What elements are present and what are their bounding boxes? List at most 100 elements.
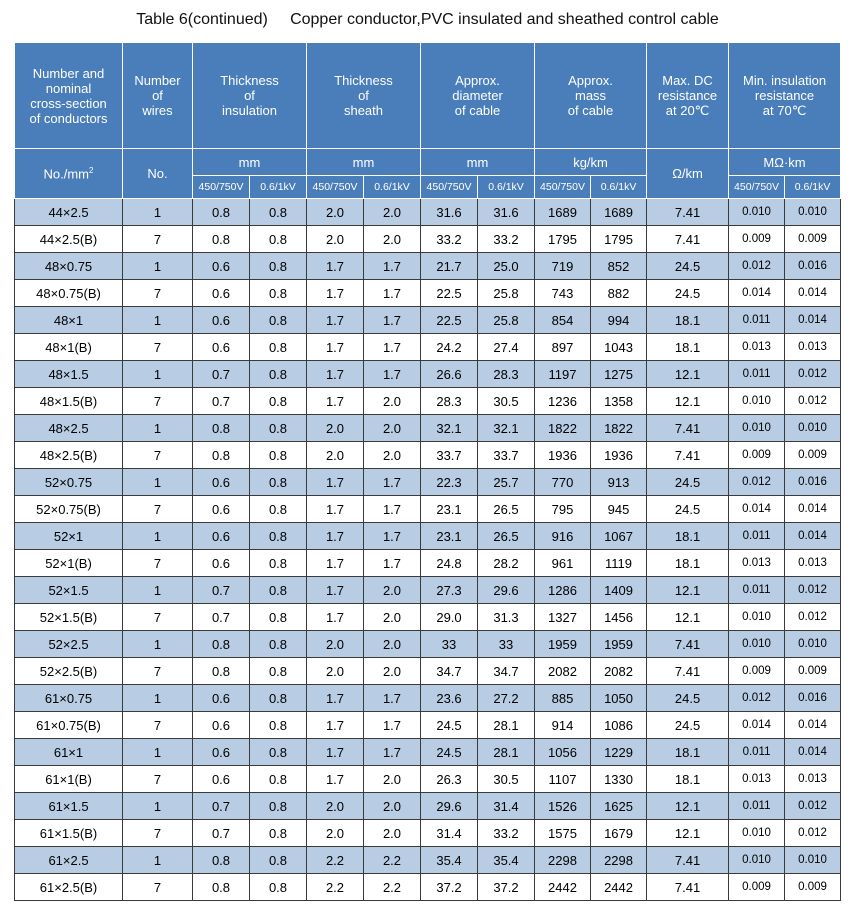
cell-wire-count: 7 — [122, 711, 193, 739]
cell-insulation-resistance-450-750: 0.009 — [728, 657, 786, 685]
cell-sheath-0-6-1kv: 2.2 — [363, 846, 421, 874]
cell-conductor-size: 48×0.75 — [14, 252, 123, 280]
header-line: Thickness — [220, 73, 279, 88]
cell-mass-0-6-1kv: 1959 — [590, 630, 648, 658]
cell-insulation-resistance-450-750: 0.010 — [728, 819, 786, 847]
cell-conductor-size: 61×1 — [14, 738, 123, 766]
cell-sheath-450-750: 1.7 — [306, 684, 364, 712]
cell-insulation-resistance-0-6-1kv: 0.013 — [784, 549, 842, 577]
cell-wire-count: 7 — [122, 387, 193, 415]
cell-insulation-450-750: 0.7 — [192, 360, 250, 388]
cell-diameter-450-750: 26.6 — [420, 360, 478, 388]
cell-diameter-0-6-1kv: 34.7 — [476, 657, 536, 685]
cell-sheath-0-6-1kv: 1.7 — [363, 711, 421, 739]
cell-sheath-0-6-1kv: 2.0 — [363, 387, 421, 415]
header-line: nominal — [45, 80, 92, 96]
unit-insulation-resistance: MΩ·km — [728, 148, 842, 176]
header-line: diameter — [452, 88, 503, 103]
cell-mass-450-750: 916 — [534, 522, 592, 550]
table-header: Number and nominal cross-section of cond… — [14, 42, 842, 199]
header-cable-mass: Approx. mass of cable — [534, 42, 648, 149]
voltage-0-6-1kv: 0.6/1kV — [784, 175, 842, 199]
header-line: resistance — [754, 88, 815, 103]
cell-diameter-450-750: 24.2 — [420, 333, 478, 361]
unit-resistance: Ω/km — [646, 148, 730, 199]
cell-diameter-0-6-1kv: 28.3 — [476, 360, 536, 388]
cell-conductor-size: 61×0.75(B) — [14, 711, 123, 739]
cell-insulation-resistance-450-750: 0.011 — [728, 306, 786, 334]
cell-diameter-450-750: 22.5 — [420, 279, 478, 307]
cell-mass-450-750: 1526 — [534, 792, 592, 820]
cell-dc-resistance: 12.1 — [646, 387, 730, 415]
unit-diameter: mm — [419, 148, 536, 176]
cell-wire-count: 1 — [122, 522, 193, 550]
cell-mass-0-6-1kv: 2298 — [590, 846, 648, 874]
header-line: cross-section — [30, 95, 107, 111]
cell-wire-count: 1 — [122, 630, 193, 658]
cell-wire-count: 1 — [122, 252, 193, 280]
cell-insulation-0-6-1kv: 0.8 — [249, 819, 307, 847]
cell-diameter-450-750: 24.5 — [420, 711, 478, 739]
cell-conductor-size: 48×1(B) — [14, 333, 123, 361]
cell-diameter-0-6-1kv: 26.5 — [476, 522, 536, 550]
table-row: 48×0.75(B) 7 0.6 0.8 1.7 1.7 22.5 25.8 743 882 24.… — [14, 279, 842, 307]
cell-mass-0-6-1kv: 1229 — [590, 738, 648, 766]
cell-sheath-0-6-1kv: 2.0 — [363, 630, 421, 658]
cell-insulation-0-6-1kv: 0.8 — [249, 873, 307, 901]
cell-sheath-450-750: 1.7 — [306, 279, 364, 307]
cell-insulation-resistance-450-750: 0.012 — [728, 684, 786, 712]
cell-mass-450-750: 1795 — [534, 225, 592, 253]
cell-conductor-size: 48×1 — [14, 306, 123, 334]
cell-wire-count: 1 — [122, 576, 193, 604]
cell-insulation-resistance-0-6-1kv: 0.010 — [784, 198, 842, 226]
cell-sheath-0-6-1kv: 2.0 — [363, 441, 421, 469]
voltage-0-6-1kv: 0.6/1kV — [363, 175, 421, 199]
cell-wire-count: 7 — [122, 333, 193, 361]
header-number-of-wires: Number of wires — [122, 42, 193, 149]
cell-conductor-size: 52×2.5 — [14, 630, 123, 658]
cell-insulation-resistance-0-6-1kv: 0.009 — [784, 657, 842, 685]
cell-insulation-resistance-450-750: 0.013 — [728, 333, 786, 361]
cell-diameter-0-6-1kv: 25.8 — [476, 306, 536, 334]
cell-conductor-size: 61×2.5 — [14, 846, 123, 874]
cell-diameter-0-6-1kv: 25.7 — [476, 468, 536, 496]
cell-mass-450-750: 2442 — [534, 873, 592, 901]
cell-sheath-0-6-1kv: 1.7 — [363, 252, 421, 280]
cell-conductor-size: 44×2.5 — [14, 198, 123, 226]
cell-wire-count: 1 — [122, 468, 193, 496]
cell-insulation-resistance-0-6-1kv: 0.016 — [784, 684, 842, 712]
cell-insulation-0-6-1kv: 0.8 — [249, 576, 307, 604]
cell-insulation-450-750: 0.8 — [192, 198, 250, 226]
cell-insulation-resistance-450-750: 0.011 — [728, 576, 786, 604]
table-row: 61×2.5 1 0.8 0.8 2.2 2.2 35.4 35.4 2298 2298 7.41 0… — [14, 846, 842, 874]
cell-insulation-resistance-0-6-1kv: 0.014 — [784, 522, 842, 550]
cell-insulation-450-750: 0.7 — [192, 576, 250, 604]
cell-diameter-0-6-1kv: 28.1 — [476, 738, 536, 766]
cell-sheath-0-6-1kv: 2.0 — [363, 603, 421, 631]
cell-insulation-resistance-0-6-1kv: 0.013 — [784, 333, 842, 361]
cell-diameter-450-750: 23.6 — [420, 684, 478, 712]
cell-diameter-450-750: 28.3 — [420, 387, 478, 415]
cell-conductor-size: 61×1.5 — [14, 792, 123, 820]
cell-wire-count: 1 — [122, 792, 193, 820]
cell-sheath-450-750: 2.2 — [306, 846, 364, 874]
cell-wire-count: 7 — [122, 873, 193, 901]
cell-diameter-450-750: 29.0 — [420, 603, 478, 631]
cell-insulation-0-6-1kv: 0.8 — [249, 846, 307, 874]
unit-cross-section: No./mm2 — [14, 148, 123, 199]
cell-mass-0-6-1kv: 913 — [590, 468, 648, 496]
cell-insulation-450-750: 0.7 — [192, 603, 250, 631]
cell-sheath-450-750: 1.7 — [306, 576, 364, 604]
cell-insulation-0-6-1kv: 0.8 — [249, 387, 307, 415]
cell-sheath-450-750: 1.7 — [306, 495, 364, 523]
cell-sheath-0-6-1kv: 1.7 — [363, 549, 421, 577]
cell-sheath-0-6-1kv: 1.7 — [363, 360, 421, 388]
header-line: Max. DC — [662, 73, 713, 88]
cell-insulation-450-750: 0.8 — [192, 630, 250, 658]
table-row: 48×1.5(B) 7 0.7 0.8 1.7 2.0 28.3 30.5 1236 1358 12… — [14, 387, 842, 415]
cell-mass-450-750: 770 — [534, 468, 592, 496]
cell-diameter-0-6-1kv: 26.5 — [476, 495, 536, 523]
cell-mass-450-750: 854 — [534, 306, 592, 334]
cell-mass-450-750: 1327 — [534, 603, 592, 631]
cell-dc-resistance: 24.5 — [646, 252, 730, 280]
